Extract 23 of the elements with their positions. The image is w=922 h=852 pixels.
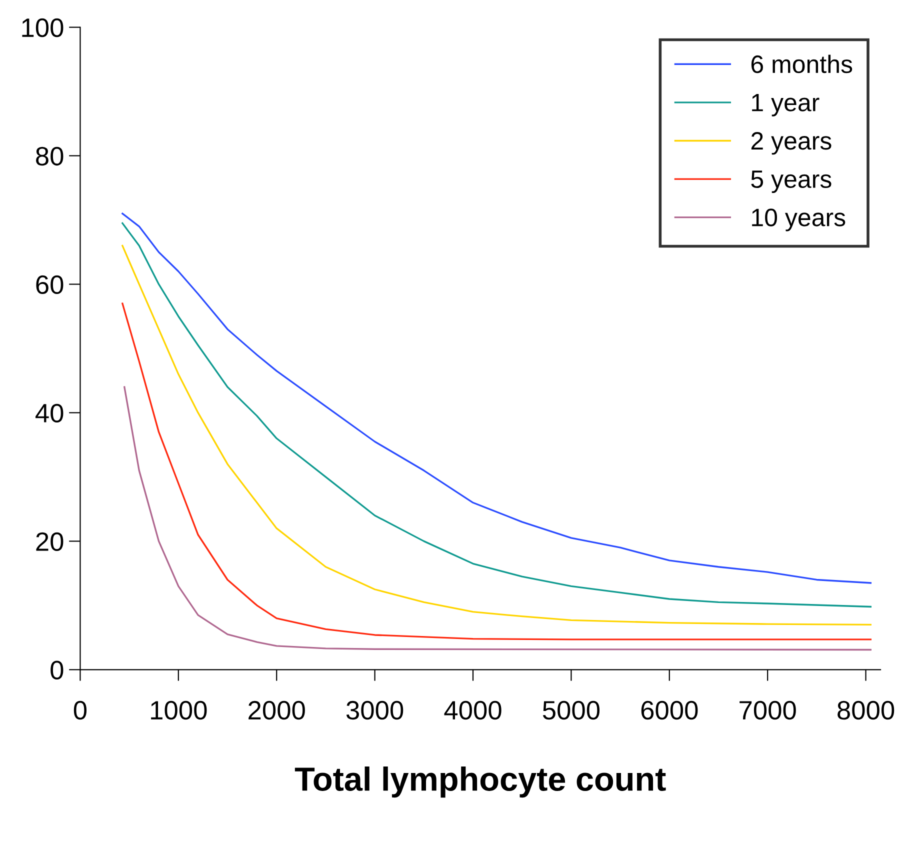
legend-label: 5 years (751, 170, 832, 193)
x-axis-title: Total lymphocyte count (294, 766, 666, 798)
x-tick-label: 0 (74, 700, 87, 720)
x-tick-label: 5000 (542, 700, 600, 720)
x-tick-label: 3000 (346, 700, 404, 720)
legend-label: 10 years (752, 208, 846, 232)
y-tick-label: 80 (36, 146, 64, 166)
legend-label: 1 year (752, 94, 820, 116)
y-tick-label: 60 (36, 275, 64, 294)
y-tick-label: 40 (36, 404, 64, 423)
x-tick-label: 2000 (248, 700, 305, 720)
x-tick-label: 4000 (444, 700, 502, 720)
line-series (124, 386, 872, 651)
x-tick-label: 8000 (838, 700, 894, 720)
x-tick-label: 6000 (641, 700, 698, 720)
legend-label: 6 months (751, 54, 852, 74)
legend-label: 2 years (751, 132, 832, 155)
y-tick-label: 100 (22, 18, 64, 38)
line-series (122, 302, 872, 640)
x-tick-label: 7000 (740, 700, 796, 720)
y-tick-label: 0 (50, 660, 64, 680)
x-tick-label: 1000 (151, 700, 207, 720)
y-tick-label: 20 (36, 532, 64, 552)
